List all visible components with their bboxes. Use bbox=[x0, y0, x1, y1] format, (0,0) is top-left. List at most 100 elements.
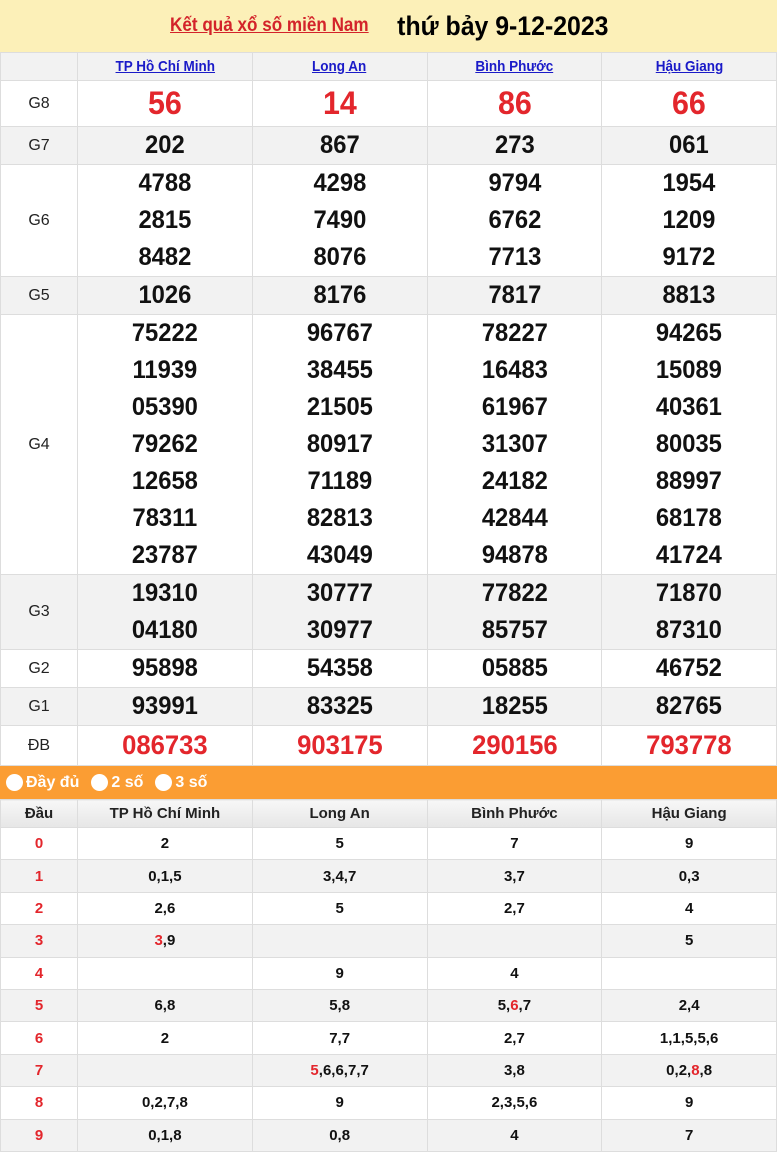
prize-number: 78311 bbox=[132, 504, 198, 532]
prize-row-g3: G3 19310 04180 30777 30977 77822 85757 71870 873… bbox=[0, 574, 777, 650]
loto-head: 7 bbox=[0, 1053, 78, 1088]
prize-number: 061 bbox=[669, 131, 709, 159]
prize-cell: 4788 2815 8482 bbox=[77, 164, 253, 277]
prize-number: 75222 bbox=[131, 319, 198, 347]
prize-number: 290156 bbox=[471, 730, 558, 760]
prize-cell: 1026 bbox=[77, 276, 253, 315]
loto-row: 2 2,6 5 2,7 4 bbox=[0, 891, 777, 926]
prize-number: 7817 bbox=[487, 281, 541, 309]
prize-cell: 086733 bbox=[77, 725, 253, 766]
prize-row-g6: G6 4788 2815 8482 4298 7490 8076 9794 6762 7713 19… bbox=[0, 164, 777, 277]
loto-cell: 2,7 bbox=[426, 891, 603, 926]
loto-digit: 2 bbox=[678, 1061, 688, 1079]
loto-digit: 7 bbox=[522, 997, 532, 1015]
prize-row-g4: G4 75222 11939 05390 79262 12658 78311 23787 967… bbox=[0, 314, 777, 575]
loto-cell bbox=[77, 1053, 253, 1088]
prize-label: G2 bbox=[0, 649, 78, 688]
loto-cell bbox=[77, 956, 253, 990]
prize-number: 95898 bbox=[131, 654, 198, 682]
loto-cell: 3,7 bbox=[426, 859, 603, 893]
prize-label: G3 bbox=[0, 574, 78, 650]
prize-cell: 1954 1209 9172 bbox=[601, 164, 777, 277]
prize-number: 04180 bbox=[131, 616, 198, 644]
prize-number: 71189 bbox=[307, 467, 372, 495]
loto-cell: 2,6 bbox=[77, 891, 253, 926]
option-2[interactable]: 3 số bbox=[155, 774, 207, 792]
prize-number: 78227 bbox=[481, 319, 548, 347]
province-link[interactable]: Long An bbox=[312, 57, 367, 75]
prize-number: 82765 bbox=[656, 692, 723, 720]
prize-number: 71870 bbox=[656, 579, 723, 607]
prize-cell: 86 bbox=[426, 80, 603, 127]
prize-number: 8482 bbox=[138, 243, 192, 271]
prize-number: 40361 bbox=[656, 393, 723, 421]
prize-number: 86 bbox=[497, 85, 532, 121]
prize-cell: 867 bbox=[251, 126, 428, 165]
prize-row-g1: G1 93991 83325 18255 82765 bbox=[0, 687, 777, 726]
loto-cell: 2,7 bbox=[426, 1021, 603, 1055]
prize-cell: 78227 16483 61967 31307 24182 42844 94878 bbox=[426, 314, 603, 575]
radio-icon[interactable] bbox=[6, 774, 23, 791]
option-1[interactable]: 2 số bbox=[91, 774, 143, 792]
prize-number: 96767 bbox=[306, 319, 373, 347]
prize-number: 18255 bbox=[481, 692, 548, 720]
radio-icon[interactable] bbox=[155, 774, 173, 791]
prize-number: 05390 bbox=[131, 393, 198, 421]
prize-label: G5 bbox=[0, 276, 78, 315]
prize-cell: 202 bbox=[77, 126, 253, 165]
prize-cell: 18255 bbox=[426, 687, 603, 726]
prize-number: 61967 bbox=[481, 393, 548, 421]
prize-number: 68178 bbox=[656, 504, 723, 532]
loto-row: 5 6,8 5,8 5,6,7 2,4 bbox=[0, 988, 777, 1023]
prize-cell: 793778 bbox=[601, 725, 777, 766]
prize-cell: 94265 15089 40361 80035 88997 68178 41724 bbox=[601, 314, 777, 575]
prize-cell: 75222 11939 05390 79262 12658 78311 23787 bbox=[77, 314, 253, 575]
loto-province-header: Long An bbox=[251, 799, 428, 828]
province-header: Long An bbox=[251, 52, 428, 81]
option-0[interactable]: Đầy đủ bbox=[6, 774, 79, 792]
prize-label: G7 bbox=[0, 126, 78, 165]
prize-number: 1026 bbox=[138, 281, 192, 309]
loto-head: 1 bbox=[0, 859, 78, 893]
prize-row-đb: ĐB 086733 903175 290156 793778 bbox=[0, 725, 777, 766]
prize-number: 7490 bbox=[313, 206, 367, 234]
prize-cell: 56 bbox=[77, 80, 253, 127]
prize-cell: 46752 bbox=[601, 649, 777, 688]
prize-number: 31307 bbox=[481, 430, 548, 458]
prize-number: 8076 bbox=[313, 243, 367, 271]
prize-number: 85757 bbox=[481, 616, 548, 644]
loto-digit: 6 bbox=[335, 1061, 344, 1079]
loto-province-header: Bình Phước bbox=[426, 799, 603, 828]
loto-cell: 2 bbox=[77, 1021, 253, 1055]
prize-number: 94878 bbox=[481, 541, 548, 569]
prize-cell: 903175 bbox=[251, 725, 428, 766]
prize-number: 41724 bbox=[656, 541, 723, 569]
province-header: TP Hồ Chí Minh bbox=[77, 52, 253, 81]
loto-cell: 0,3 bbox=[601, 859, 777, 893]
radio-icon[interactable] bbox=[91, 774, 109, 791]
loto-cell: 9 bbox=[601, 1086, 777, 1120]
prize-cell: 77822 85757 bbox=[426, 574, 603, 650]
province-link[interactable]: Bình Phước bbox=[475, 57, 554, 75]
loto-head: 6 bbox=[0, 1021, 78, 1055]
prize-number: 30777 bbox=[306, 579, 373, 607]
prize-cell: 71870 87310 bbox=[601, 574, 777, 650]
results-link[interactable]: Kết quả xổ số miền Nam bbox=[170, 15, 369, 36]
prize-cell: 96767 38455 21505 80917 71189 82813 43049 bbox=[251, 314, 428, 575]
prize-row-g2: G2 95898 54358 05885 46752 bbox=[0, 649, 777, 688]
draw-date: thứ bảy 9-12-2023 bbox=[397, 10, 609, 41]
loto-cell: 4 bbox=[426, 956, 603, 990]
prize-cell: 30777 30977 bbox=[251, 574, 428, 650]
loto-digit: 8 bbox=[703, 1061, 713, 1079]
prize-label: G1 bbox=[0, 687, 78, 726]
province-link[interactable]: TP Hồ Chí Minh bbox=[115, 57, 215, 75]
loto-cell: 5 bbox=[601, 924, 777, 958]
prize-number: 77822 bbox=[481, 579, 548, 607]
loto-row: 9 0,1,8 0,8 4 7 bbox=[0, 1118, 777, 1152]
loto-digit: 8 bbox=[691, 1061, 700, 1079]
loto-digit: 6 bbox=[510, 997, 519, 1015]
province-link[interactable]: Hậu Giang bbox=[655, 57, 723, 75]
loto-row: 8 0,2,7,8 9 2,3,5,6 9 bbox=[0, 1086, 777, 1120]
prize-number: 867 bbox=[319, 131, 360, 159]
